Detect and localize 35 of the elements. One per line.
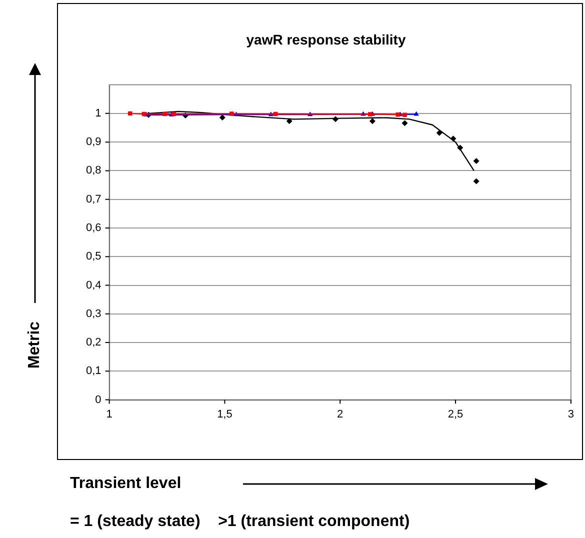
point — [332, 116, 338, 122]
y-tick-label: 0 — [95, 394, 102, 406]
point — [450, 136, 456, 142]
y-tick-label: 0,1 — [86, 365, 102, 378]
y-tick-label: 0,7 — [86, 193, 102, 206]
point — [436, 130, 442, 136]
y-tick-label: 0,4 — [86, 279, 102, 292]
y-tick-label: 0,6 — [86, 222, 102, 234]
point — [457, 144, 464, 151]
x-tick-label: 1,5 — [217, 408, 232, 420]
point — [473, 158, 480, 164]
point — [230, 112, 234, 116]
x-axis-title: Transient level — [70, 475, 182, 493]
x-tick-label: 2 — [337, 408, 344, 420]
y-axis-title: Metric — [26, 321, 44, 369]
x-tick-label: 1 — [106, 408, 112, 420]
chart-title: yawR response stability — [246, 31, 406, 48]
point — [368, 112, 372, 116]
y-tick-label: 0,9 — [86, 136, 102, 148]
point — [369, 118, 376, 124]
point — [286, 118, 292, 124]
x-tick-label: 2,5 — [448, 408, 464, 420]
point — [414, 111, 419, 116]
y-tick-label: 0,2 — [86, 336, 102, 349]
point — [402, 120, 408, 126]
y-tick-label: 0,3 — [86, 308, 102, 320]
x-tick-label: 3 — [568, 408, 574, 420]
y-tick-label: 0,5 — [86, 250, 102, 263]
point — [402, 112, 407, 117]
point — [396, 112, 400, 117]
y-tick-label: 1 — [95, 107, 102, 120]
y-tick-label: 0,8 — [86, 164, 102, 177]
point — [473, 178, 480, 184]
text: = 1 (steady state) >1 (transient component) — [70, 513, 410, 531]
point — [162, 112, 167, 116]
